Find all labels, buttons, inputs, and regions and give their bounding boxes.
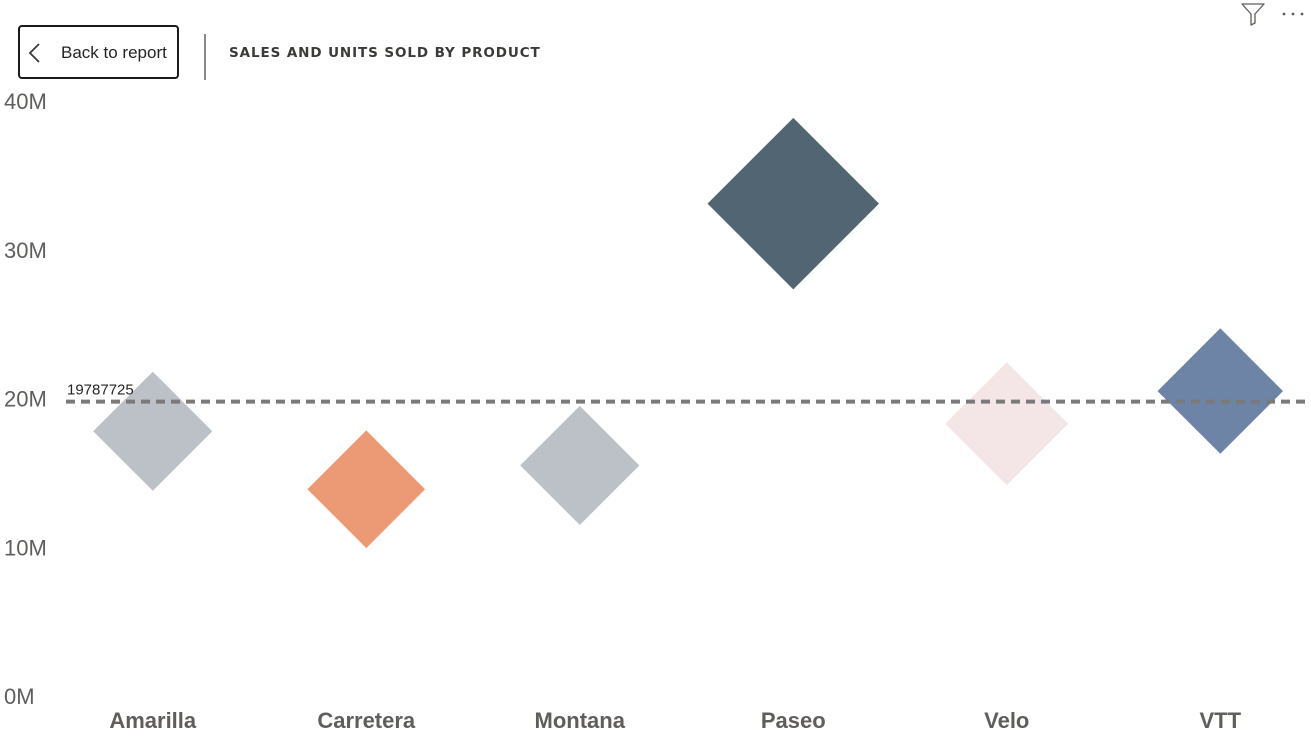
- data-point-carretera[interactable]: [307, 430, 426, 549]
- y-tick-label: 0M: [4, 684, 35, 709]
- data-point-velo[interactable]: [945, 362, 1069, 486]
- y-tick-label: 20M: [4, 387, 47, 412]
- x-tick-label: Amarilla: [109, 708, 197, 733]
- x-tick-label: Velo: [984, 708, 1029, 733]
- x-tick-label: Montana: [535, 708, 626, 733]
- x-tick-label: VTT: [1199, 708, 1241, 733]
- header-divider: [204, 34, 206, 80]
- data-point-montana[interactable]: [520, 405, 640, 525]
- back-to-report-label: Back to report: [61, 43, 167, 62]
- x-tick-label: Paseo: [761, 708, 826, 733]
- page-title: SALES AND UNITS SOLD BY PRODUCT: [229, 45, 541, 61]
- reference-line-label: 19787725: [67, 382, 134, 399]
- filter-icon[interactable]: [1240, 2, 1266, 26]
- chevron-left-icon: [28, 43, 40, 63]
- data-point-amarilla[interactable]: [93, 371, 213, 491]
- data-point-vtt[interactable]: [1157, 328, 1284, 454]
- more-options-icon[interactable]: [1280, 2, 1306, 26]
- data-point-paseo[interactable]: [707, 117, 880, 290]
- x-tick-label: Carretera: [317, 708, 416, 733]
- y-tick-label: 40M: [4, 89, 47, 114]
- y-tick-label: 30M: [4, 238, 47, 263]
- back-to-report-button[interactable]: Back to report: [18, 25, 179, 79]
- y-tick-label: 10M: [4, 535, 47, 560]
